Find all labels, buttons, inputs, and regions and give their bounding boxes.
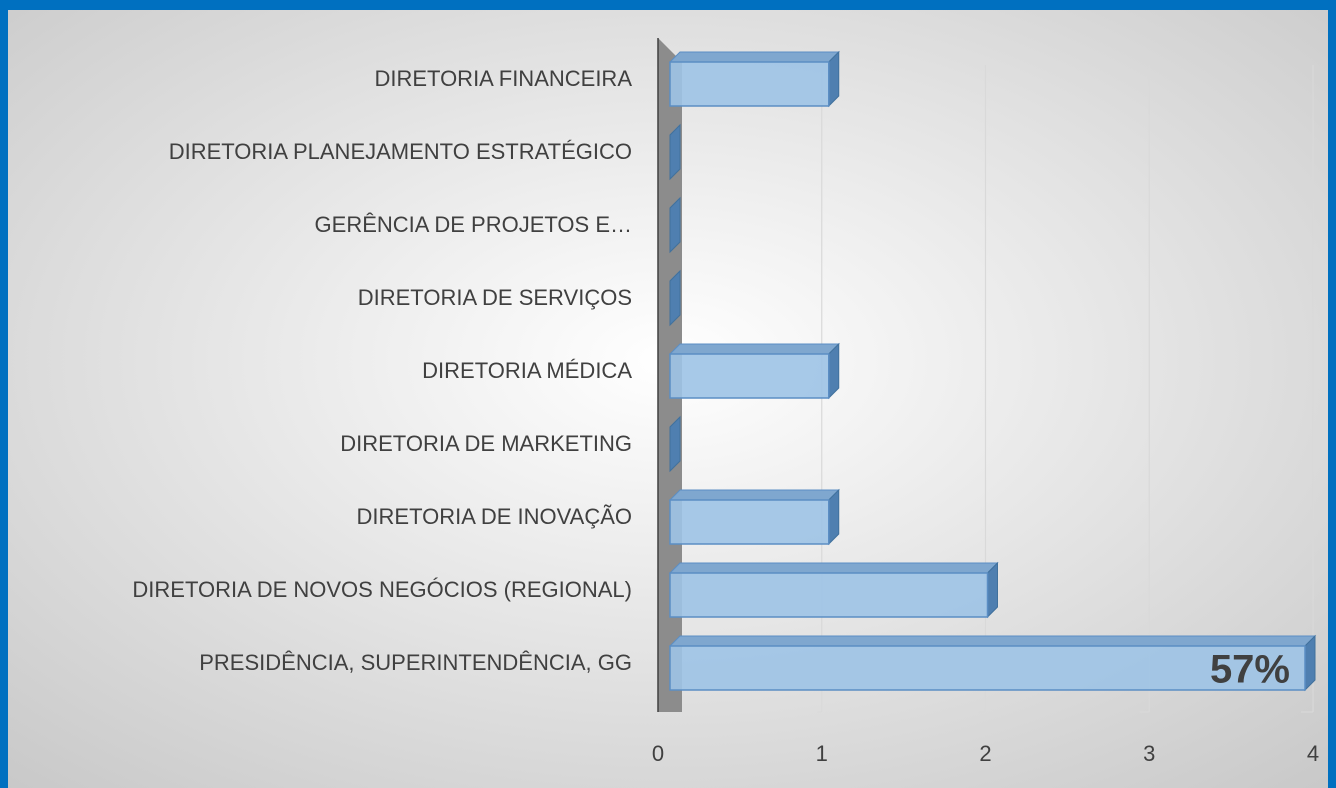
bar-top bbox=[668, 489, 840, 501]
category-label: DIRETORIA MÉDICA bbox=[422, 358, 632, 383]
bar-side bbox=[669, 123, 681, 181]
category-label: DIRETORIA DE NOVOS NEGÓCIOS (REGIONAL) bbox=[132, 577, 632, 602]
bar bbox=[669, 572, 989, 618]
bar-side bbox=[669, 415, 681, 473]
x-tick-label: 2 bbox=[979, 741, 991, 766]
bar-side bbox=[828, 342, 840, 400]
x-tick-label: 3 bbox=[1143, 741, 1155, 766]
bar bbox=[669, 499, 830, 545]
bar bbox=[669, 61, 830, 107]
category-label: GERÊNCIA DE PROJETOS E… bbox=[315, 212, 632, 237]
bar-top bbox=[668, 562, 999, 574]
bar-top bbox=[668, 635, 1317, 647]
bar-top bbox=[668, 51, 840, 63]
x-tick-label: 1 bbox=[816, 741, 828, 766]
bar bbox=[669, 645, 1306, 691]
bar-side bbox=[669, 196, 681, 254]
category-label: DIRETORIA PLANEJAMENTO ESTRATÉGICO bbox=[169, 139, 632, 164]
x-tick-label: 0 bbox=[652, 741, 664, 766]
bar-side bbox=[987, 561, 998, 619]
bar-side bbox=[828, 488, 840, 546]
x-tick-label: 4 bbox=[1307, 741, 1319, 766]
bar-side bbox=[828, 50, 840, 108]
bar-side bbox=[1304, 634, 1316, 692]
category-label: DIRETORIA FINANCEIRA bbox=[374, 66, 632, 91]
bar-side bbox=[669, 269, 681, 327]
category-label: PRESIDÊNCIA, SUPERINTENDÊNCIA, GG bbox=[199, 650, 632, 675]
bar-top bbox=[668, 343, 840, 355]
annotation: 57% bbox=[1210, 648, 1290, 692]
category-label: DIRETORIA DE SERVIÇOS bbox=[358, 285, 632, 310]
category-label: DIRETORIA DE MARKETING bbox=[340, 431, 632, 456]
category-label: DIRETORIA DE INOVAÇÃO bbox=[357, 504, 632, 529]
bar bbox=[669, 353, 830, 399]
